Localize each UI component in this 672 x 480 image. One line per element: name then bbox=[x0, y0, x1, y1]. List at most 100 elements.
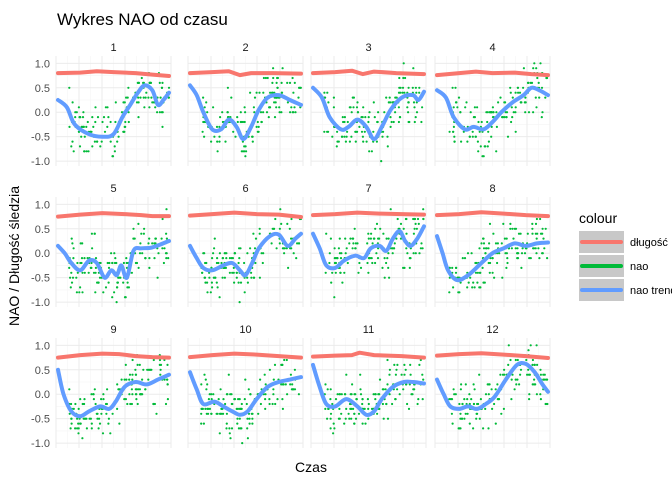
nao-point bbox=[267, 116, 270, 119]
nao-point bbox=[287, 266, 290, 269]
nao-point bbox=[338, 407, 341, 410]
nao-point bbox=[148, 266, 151, 269]
nao-point bbox=[237, 398, 240, 401]
nao-point bbox=[345, 373, 348, 376]
nao-point bbox=[156, 276, 159, 279]
nao-point bbox=[351, 247, 354, 250]
nao-point bbox=[75, 111, 78, 114]
nao-point bbox=[534, 247, 537, 250]
nao-point bbox=[232, 271, 235, 274]
nao-point bbox=[338, 393, 341, 396]
nao-point bbox=[518, 91, 522, 94]
nao-point bbox=[246, 417, 249, 420]
nao-point bbox=[246, 281, 249, 284]
nao-point bbox=[400, 373, 403, 376]
nao-point bbox=[281, 398, 284, 401]
nao-point bbox=[272, 388, 275, 391]
nao-point bbox=[238, 417, 241, 420]
nao-point bbox=[506, 135, 510, 138]
nao-point bbox=[413, 217, 417, 221]
nao-point bbox=[85, 125, 88, 128]
nao-point bbox=[235, 271, 238, 274]
nao-point bbox=[356, 242, 359, 245]
nao-point bbox=[486, 120, 489, 124]
series-line-nao-trend bbox=[56, 83, 171, 139]
y-tick-label: 1.0 bbox=[35, 58, 50, 70]
nao-point bbox=[531, 358, 535, 362]
nao-point bbox=[107, 422, 110, 425]
nao-point bbox=[394, 398, 397, 401]
nao-point bbox=[232, 266, 235, 269]
nao-point bbox=[202, 96, 205, 99]
nao-point bbox=[276, 76, 279, 80]
nao-point bbox=[69, 286, 72, 289]
nao-point bbox=[459, 417, 462, 420]
nao-point bbox=[77, 106, 80, 109]
facet-strip-label: 10 bbox=[239, 324, 251, 336]
nao-point bbox=[243, 145, 246, 148]
nao-point bbox=[274, 402, 277, 406]
nao-point bbox=[527, 349, 530, 352]
nao-point bbox=[356, 111, 359, 114]
nao-point bbox=[324, 96, 327, 99]
nao-point bbox=[158, 111, 161, 114]
nao-point bbox=[138, 363, 141, 366]
nao-point bbox=[291, 383, 294, 386]
nao-point bbox=[144, 96, 147, 99]
nao-point bbox=[230, 96, 233, 99]
nao-point bbox=[278, 227, 281, 230]
nao-point bbox=[74, 116, 77, 119]
nao-point bbox=[413, 106, 416, 109]
chart-title: Wykres NAO od czasu bbox=[57, 10, 228, 29]
nao-point bbox=[204, 378, 207, 381]
nao-point bbox=[524, 96, 527, 99]
nao-point bbox=[278, 242, 281, 245]
nao-point bbox=[477, 120, 480, 124]
nao-point bbox=[529, 257, 532, 260]
nao-point bbox=[500, 242, 503, 245]
nao-point bbox=[487, 393, 490, 396]
nao-point bbox=[477, 402, 480, 406]
nao-point bbox=[344, 237, 347, 240]
nao-point bbox=[255, 125, 258, 128]
nao-point bbox=[367, 402, 370, 406]
nao-point bbox=[353, 422, 356, 425]
nao-point bbox=[403, 363, 406, 366]
nao-point bbox=[337, 140, 340, 143]
nao-point bbox=[367, 271, 370, 274]
nao-point bbox=[398, 76, 401, 80]
nao-point bbox=[75, 291, 78, 294]
nao-point bbox=[352, 407, 355, 410]
nao-point bbox=[501, 373, 505, 376]
nao-point bbox=[457, 291, 460, 294]
nao-point bbox=[271, 81, 274, 84]
nao-point bbox=[251, 140, 254, 143]
nao-point bbox=[213, 237, 216, 240]
nao-point bbox=[509, 86, 512, 89]
nao-point bbox=[200, 383, 203, 386]
nao-point bbox=[129, 402, 132, 406]
nao-point bbox=[540, 86, 544, 89]
nao-point bbox=[459, 111, 462, 114]
nao-point bbox=[389, 116, 392, 119]
nao-point bbox=[393, 363, 396, 366]
nao-point bbox=[383, 111, 386, 114]
nao-point bbox=[214, 276, 217, 279]
nao-point bbox=[492, 111, 495, 114]
nao-point bbox=[498, 252, 501, 255]
nao-point bbox=[293, 106, 296, 109]
nao-point bbox=[495, 125, 498, 128]
nao-point bbox=[530, 81, 534, 84]
nao-point bbox=[422, 217, 425, 221]
nao-point bbox=[204, 407, 207, 410]
nao-point bbox=[284, 383, 287, 386]
nao-point bbox=[338, 237, 341, 240]
nao-point bbox=[113, 145, 116, 148]
nao-point bbox=[166, 363, 169, 366]
facet-panel-6: 6 bbox=[187, 183, 304, 307]
nao-point bbox=[258, 227, 261, 230]
nao-point bbox=[532, 67, 535, 70]
nao-point bbox=[349, 106, 352, 109]
nao-point bbox=[378, 378, 382, 381]
nao-point bbox=[243, 120, 246, 124]
